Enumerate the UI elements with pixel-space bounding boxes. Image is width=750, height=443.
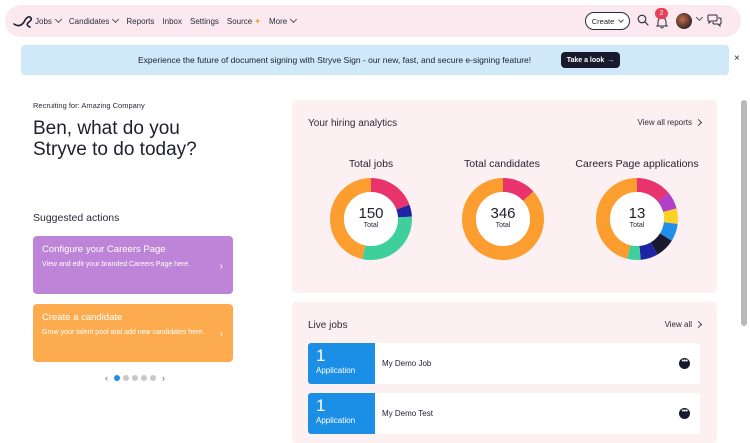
nav-source[interactable]: Source ✦ [227, 17, 261, 26]
create-button-label: Create [591, 16, 615, 26]
greeting-heading: Ben, what do you Stryve to do today? [33, 118, 197, 160]
nav-settings[interactable]: Settings [190, 17, 219, 26]
nav-settings-label: Settings [189, 16, 219, 26]
application-count[interactable]: 1 Application [308, 343, 375, 384]
application-count[interactable]: 1 Application [308, 393, 375, 434]
donut-value: 150 [358, 205, 384, 222]
chevron-right-icon[interactable]: › [162, 373, 165, 383]
chat-icon[interactable] [707, 14, 722, 27]
job-row[interactable]: 1 Application My Demo Test ••• [308, 393, 700, 434]
chevron-left-icon[interactable]: ‹ [105, 373, 108, 383]
card-subtitle: Grow your talent pool and add new candid… [42, 329, 205, 336]
chevron-down-icon [112, 15, 120, 24]
chevron-down-icon [618, 16, 625, 23]
view-all-jobs-link[interactable]: View all [664, 320, 703, 329]
scrollbar[interactable] [741, 100, 747, 326]
nav-jobs[interactable]: Jobs [35, 15, 62, 26]
card-title: Create a candidate [42, 312, 123, 323]
suggested-actions-title: Suggested actions [33, 212, 120, 224]
carousel-dot[interactable] [114, 375, 120, 381]
card-subtitle: View and edit your branded Careers Page … [42, 261, 191, 268]
hiring-analytics-panel: Your hiring analytics View all reports T… [292, 100, 717, 293]
close-icon[interactable]: × [734, 53, 740, 64]
nav-candidates[interactable]: Candidates [68, 15, 120, 26]
chevron-right-icon: › [219, 329, 223, 340]
arrow-right-icon: → [607, 56, 615, 64]
analytics-title: Your hiring analytics [308, 118, 398, 129]
nav-more[interactable]: More [268, 15, 298, 26]
chevron-right-icon [694, 118, 703, 127]
avatar[interactable] [676, 13, 692, 29]
nav-reports-label: Reports [126, 16, 155, 26]
job-name[interactable]: My Demo Test [382, 409, 433, 418]
carousel-pagination: ‹ › [102, 373, 168, 383]
donut-hole [476, 192, 530, 246]
stat-title-jobs: Total jobs [348, 158, 394, 170]
application-count-label: Application [316, 366, 356, 375]
view-all-reports-link[interactable]: View all reports [637, 118, 703, 127]
view-all-jobs-label: View all [664, 320, 692, 329]
donut-segment-6[interactable] [596, 178, 678, 260]
nav-more-label: More [268, 16, 288, 26]
recruiting-for: Recruiting for: Amazing Company [33, 101, 145, 110]
donut-segment-2[interactable] [330, 178, 412, 260]
chevron-down-icon[interactable] [695, 13, 704, 22]
logo-icon[interactable] [12, 12, 34, 30]
nav-jobs-label: Jobs [35, 16, 52, 26]
announcement-banner: Experience the future of document signin… [21, 45, 740, 75]
donut-segment-1[interactable] [462, 178, 544, 260]
nav-links: Jobs Candidates Reports Inbox Settings S… [35, 5, 298, 37]
nav-inbox-label: Inbox [162, 16, 182, 26]
create-candidate-card[interactable]: Create a candidate Grow your talent pool… [33, 304, 233, 362]
nav-inbox[interactable]: Inbox [162, 17, 182, 26]
carousel-dot[interactable] [141, 375, 147, 381]
donut-value: 346 [490, 205, 516, 222]
take-a-look-button[interactable]: Take a look → [561, 52, 620, 68]
take-a-look-label: Take a look [566, 56, 605, 64]
job-row[interactable]: 1 Application My Demo Job ••• [308, 343, 700, 384]
carousel-dot[interactable] [150, 375, 156, 381]
careers-page-card[interactable]: Configure your Careers Page View and edi… [33, 236, 233, 294]
application-count-value: 1 [316, 346, 326, 365]
donut-chart-careers[interactable] [595, 177, 679, 261]
stat-title-candidates: Total candidates [464, 158, 540, 170]
carousel-dot[interactable] [123, 375, 129, 381]
chevron-right-icon [694, 320, 703, 329]
donut-value: 13 [628, 205, 646, 222]
application-count-value: 1 [316, 396, 326, 415]
more-options-icon[interactable]: ••• [679, 358, 690, 369]
nav-source-label: Source [226, 16, 253, 26]
nav-reports[interactable]: Reports [126, 17, 154, 26]
create-button[interactable]: Create [585, 12, 630, 30]
stat-title-careers: Careers Page applications [575, 158, 699, 170]
banner-text: Experience the future of document signin… [138, 55, 532, 65]
donut-chart-candidates[interactable] [461, 177, 545, 261]
live-jobs-title: Live jobs [308, 320, 348, 331]
donut-segment-2[interactable] [596, 178, 678, 260]
search-icon[interactable] [637, 14, 649, 26]
chevron-down-icon [54, 15, 62, 24]
donut-label: Total [363, 222, 379, 229]
live-jobs-panel: Live jobs View all 1 Application My Demo… [292, 302, 717, 443]
carousel-dot[interactable] [132, 375, 138, 381]
donut-hole [610, 192, 664, 246]
chevron-right-icon: › [219, 261, 223, 272]
top-navigation: Jobs Candidates Reports Inbox Settings S… [5, 5, 741, 37]
donut-segment-7[interactable] [596, 178, 678, 260]
job-name[interactable]: My Demo Job [382, 359, 432, 368]
chevron-down-icon [290, 15, 298, 24]
nav-candidates-label: Candidates [68, 16, 110, 26]
notification-badge: 2 [655, 8, 668, 19]
donut-segment-3[interactable] [330, 178, 412, 260]
more-options-icon[interactable]: ••• [679, 408, 690, 419]
donut-label: Total [629, 222, 645, 229]
donut-hole [344, 192, 398, 246]
view-all-reports-label: View all reports [637, 118, 692, 127]
donut-chart-jobs[interactable] [329, 177, 413, 261]
sparkle-icon: ✦ [254, 16, 261, 26]
card-title: Configure your Careers Page [42, 244, 166, 255]
donut-label: Total [495, 222, 511, 229]
application-count-label: Application [316, 416, 356, 425]
